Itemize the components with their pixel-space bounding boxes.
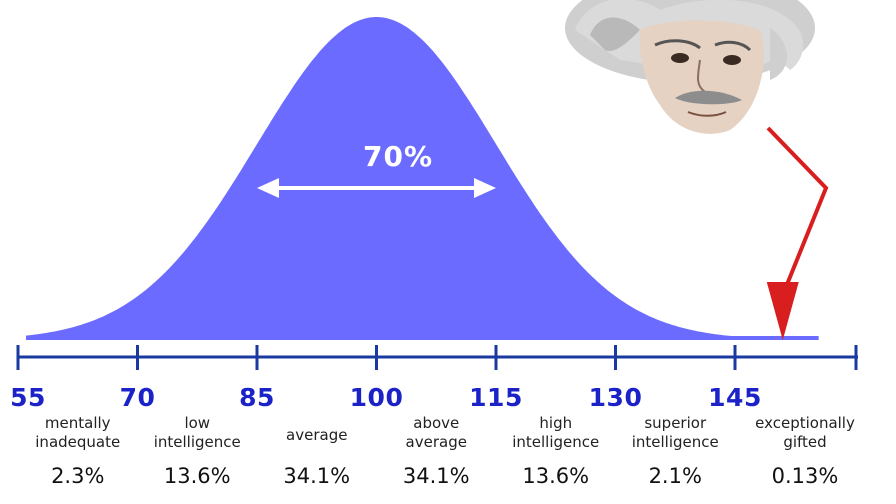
x-tick-label: 115 [469,383,523,412]
span-arrow-head [257,178,279,198]
category-line1: exceptionally [755,414,855,432]
seventy-percent-span-arrow [257,178,496,198]
x-axis [16,345,858,370]
x-tick-label: 130 [588,383,643,412]
x-tick-label: 85 [239,383,275,412]
category-line2: average [286,426,348,444]
category-line1: high [539,414,573,432]
category-name: average [257,426,377,445]
category-line1: above [413,414,460,432]
einstein-portrait-image [565,0,815,134]
category-percent: 2.1% [648,464,702,488]
category-percent: 2.3% [51,464,105,488]
category-name: above average [376,414,496,452]
category-line2: intelligence [631,433,719,451]
category-line1: superior [644,414,707,432]
red-marker-arrow [766,126,829,340]
category-line2: gifted [783,433,827,451]
x-tick-label: 145 [708,383,762,412]
marker-arrow-head [766,282,799,340]
category-percent: 34.1% [283,464,351,488]
category-name: low intelligence [137,414,257,452]
category-percent: 0.13% [771,464,839,488]
category-line2: inadequate [35,433,121,451]
category-name: mentally inadequate [18,414,138,452]
category-line1: mentally [44,414,111,432]
x-tick-label: 55 [10,383,46,412]
x-tick-label: 70 [119,383,156,412]
span-arrow-head [474,178,496,198]
x-tick-label: 100 [349,383,404,412]
category-name: superior intelligence [615,414,735,452]
category-percent: 13.6% [522,464,590,488]
marker-arrow-line [766,126,829,296]
category-name: high intelligence [496,414,616,452]
category-percent: 34.1% [402,464,470,488]
category-name: exceptionally gifted [745,414,865,452]
category-percent: 13.6% [163,464,231,488]
seventy-percent-label: 70% [362,140,434,173]
category-line2: intelligence [153,433,241,451]
category-line2: average [405,433,467,451]
bell-curve-area [25,17,819,340]
category-line1: low [184,414,211,432]
category-line2: intelligence [512,433,600,451]
